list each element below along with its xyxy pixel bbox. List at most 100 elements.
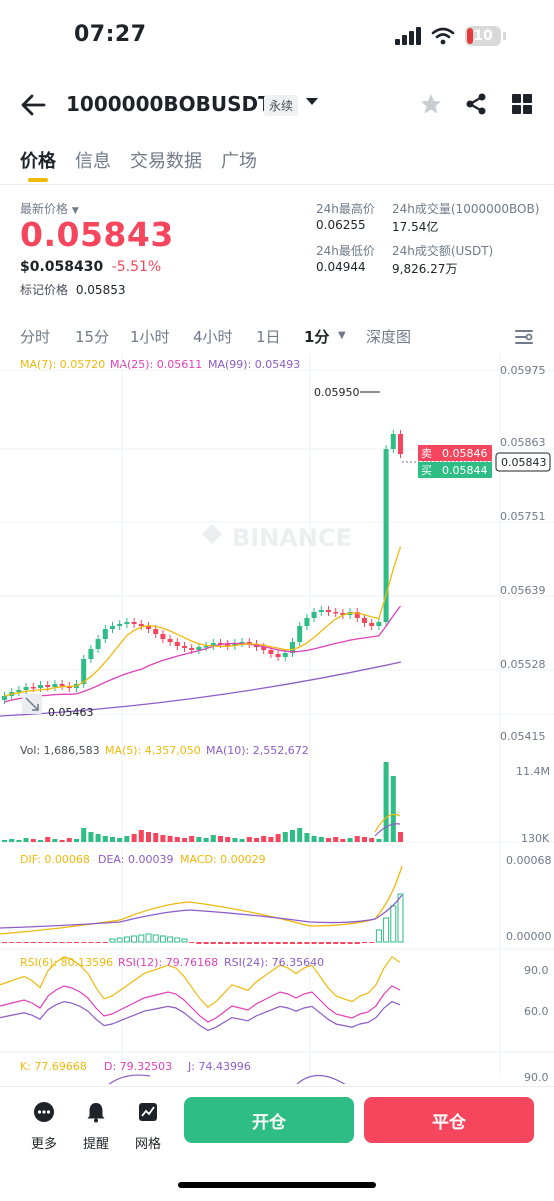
interval-bar: 分时 15分 1小时 4小时 1日 1分 ▼ 深度图	[0, 322, 554, 352]
candle	[282, 653, 288, 657]
symbol-title[interactable]: 1000000BOBUSDT	[66, 92, 272, 116]
amount-24h-value: 9,826.27万	[392, 262, 458, 276]
ma25-line	[4, 605, 402, 703]
macd-bar	[38, 942, 43, 943]
interval-1d[interactable]: 1日	[256, 328, 281, 346]
macd-bar	[261, 942, 267, 944]
macd-bar	[88, 942, 94, 943]
y-tick-6: 0.05415	[500, 730, 546, 743]
tab-price[interactable]: 价格	[20, 151, 56, 172]
tab-info[interactable]: 信息	[75, 151, 111, 172]
candle	[369, 623, 375, 626]
share-icon[interactable]	[464, 92, 488, 116]
interval-depth[interactable]: 深度图	[366, 328, 412, 346]
candle	[2, 696, 7, 700]
candle	[16, 690, 22, 692]
tabs: 价格 信息 交易数据 广场	[0, 143, 554, 183]
candle	[311, 612, 317, 618]
vol-ma10-label: MA(10): 2,552,672	[206, 744, 309, 757]
interval-1m[interactable]: 1分	[304, 328, 330, 346]
battery-level: 10	[473, 28, 493, 44]
more-label: 更多	[30, 1137, 57, 1152]
macd-bar	[109, 938, 116, 943]
svg-text:买: 买	[421, 464, 432, 477]
candle	[59, 684, 65, 686]
macd-bar	[203, 942, 209, 944]
tab-square[interactable]: 广场	[221, 151, 257, 172]
macd-bars	[2, 893, 404, 944]
grid-button[interactable]: 网格	[128, 1101, 168, 1152]
star-icon[interactable]	[419, 92, 443, 116]
candle	[210, 643, 216, 646]
macd-bar	[59, 942, 65, 943]
candle	[304, 618, 310, 626]
interval-line[interactable]: 分时	[20, 328, 51, 346]
candle	[102, 629, 108, 639]
close-position-button[interactable]: 平仓	[364, 1097, 534, 1143]
candle	[318, 610, 324, 612]
volume-bar	[196, 837, 202, 842]
ma7-label: MA(7): 0.05720	[20, 358, 106, 371]
volume-bar	[304, 833, 310, 842]
candle	[390, 434, 396, 449]
volume-bar	[225, 837, 231, 842]
open-position-button[interactable]: 开仓	[184, 1097, 354, 1143]
candlestick-chart[interactable]: BINANCE 0.05975 0.05863 0.05751 0.05639 …	[0, 354, 554, 1084]
volume-bar	[9, 839, 15, 842]
volume-24h-value: 17.54亿	[392, 220, 439, 234]
volume-bar	[311, 836, 317, 842]
volume-bar	[131, 834, 137, 842]
interval-dropdown-icon[interactable]: ▼	[338, 330, 346, 341]
volume-bar	[59, 840, 65, 842]
macd-bar	[297, 942, 303, 944]
mark-price-label: 标记价格	[20, 283, 69, 297]
buy-tag: 买 0.05844	[418, 462, 492, 478]
interval-4h[interactable]: 4小时	[193, 328, 233, 346]
symbol-dropdown-icon[interactable]	[306, 98, 318, 105]
macd-bar	[116, 937, 123, 943]
svg-text:0.05463: 0.05463	[48, 706, 94, 719]
macd-bar	[375, 929, 382, 943]
alert-button[interactable]: 提醒	[76, 1101, 116, 1152]
tab-trading-data[interactable]: 交易数据	[130, 151, 202, 172]
rsi24-label: RSI(24): 76.35640	[224, 956, 325, 969]
more-button[interactable]: 更多	[24, 1101, 64, 1152]
candle	[362, 618, 367, 623]
candle	[239, 642, 245, 644]
svg-text:0.05843: 0.05843	[501, 456, 547, 469]
latest-price-label[interactable]: 最新价格 ▼	[20, 202, 79, 216]
interval-15m[interactable]: 15分	[75, 328, 110, 346]
volume-bar	[74, 839, 79, 842]
vol-ma10-line	[374, 823, 401, 837]
ma7-line	[4, 546, 402, 697]
divider	[0, 184, 554, 185]
macd-bar	[123, 936, 130, 943]
dif-label: DIF: 0.00068	[20, 853, 90, 866]
interval-1h[interactable]: 1小时	[130, 328, 170, 346]
candle	[398, 434, 403, 454]
high-value: 0.06255	[316, 218, 366, 232]
grid-layout-icon[interactable]	[510, 92, 534, 116]
low-value: 0.04944	[316, 260, 366, 274]
volume-bar	[369, 838, 375, 842]
volume-bar	[95, 834, 101, 842]
last-price: 0.05843	[20, 215, 174, 254]
volume-bar	[66, 838, 72, 842]
chart-settings-icon[interactable]	[514, 328, 534, 346]
candle	[376, 622, 382, 626]
home-indicator	[178, 1182, 376, 1188]
volume-bar	[347, 838, 353, 842]
dea-label: DEA: 0.00039	[98, 853, 174, 866]
macd-bar	[145, 933, 152, 943]
back-arrow-icon[interactable]	[20, 92, 46, 118]
volume-bar	[376, 839, 382, 842]
candles	[2, 430, 403, 704]
macd-bar	[196, 942, 202, 944]
volume-bar	[16, 840, 22, 842]
candle	[38, 685, 43, 688]
volume-bar	[23, 838, 29, 842]
amount-24h-label: 24h成交额(USDT)	[392, 244, 494, 258]
macd-bar	[23, 942, 29, 943]
volume-bar	[398, 832, 403, 842]
candle	[45, 685, 51, 687]
